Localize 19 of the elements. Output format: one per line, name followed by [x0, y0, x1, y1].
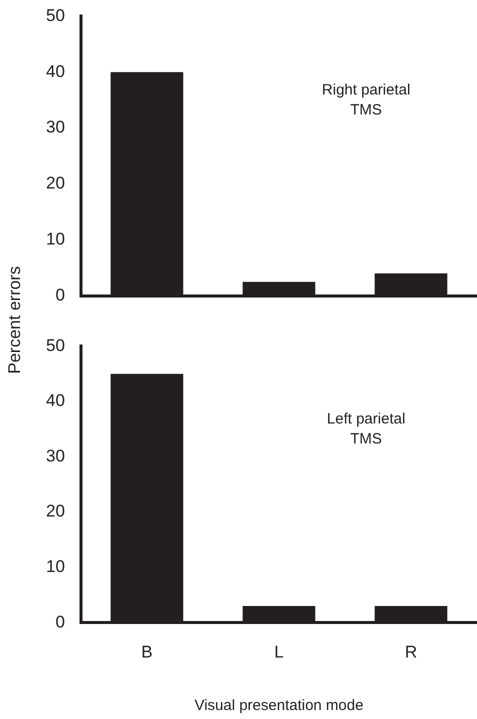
y-tick-label: 40 — [46, 391, 65, 410]
y-tick-label: 0 — [55, 285, 65, 304]
x-tick-label: B — [141, 642, 153, 662]
annotation: Left parietal TMS — [326, 410, 406, 448]
y-tick-label: 50 — [46, 336, 65, 355]
y-tick-label: 10 — [46, 557, 65, 576]
y-tick-label: 30 — [46, 446, 65, 466]
y-tick-label: 0 — [55, 612, 65, 632]
y-tick-label: 40 — [46, 62, 65, 81]
y-tick-label: 10 — [46, 230, 65, 249]
x-tick-label: R — [404, 642, 418, 662]
annotation: Right parietal TMS — [322, 81, 410, 118]
y-axis-title: Percent errors — [5, 265, 25, 376]
y-tick-label: 30 — [46, 118, 65, 137]
y-tick-label: 20 — [46, 502, 65, 521]
y-tick-label: 50 — [46, 6, 65, 25]
x-axis-title: Visual presentation mode — [194, 697, 364, 714]
x-tick-label: L — [274, 642, 284, 662]
y-tick-label: 20 — [46, 174, 65, 193]
